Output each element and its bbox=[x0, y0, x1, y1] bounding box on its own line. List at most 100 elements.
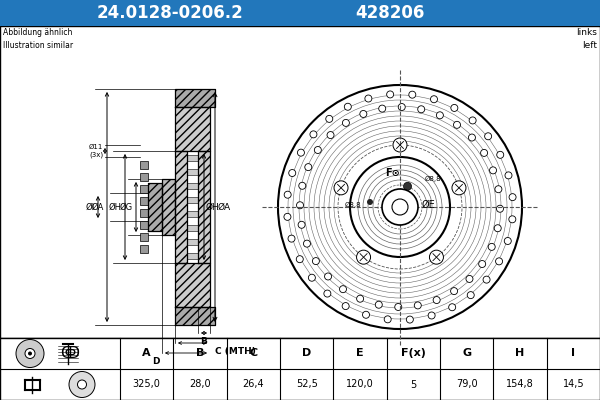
Bar bbox=[175, 263, 210, 325]
Circle shape bbox=[483, 276, 490, 283]
Text: ØE: ØE bbox=[422, 200, 436, 210]
Circle shape bbox=[452, 181, 466, 195]
Circle shape bbox=[299, 182, 306, 189]
Bar bbox=[0, 26, 600, 338]
Circle shape bbox=[77, 380, 86, 389]
Circle shape bbox=[404, 182, 412, 190]
Text: H: H bbox=[515, 348, 524, 358]
Circle shape bbox=[298, 221, 305, 228]
Bar bbox=[175, 307, 215, 325]
Text: Ø8,8: Ø8,8 bbox=[345, 202, 362, 208]
Text: F⊙: F⊙ bbox=[385, 168, 400, 178]
Bar bbox=[175, 89, 210, 151]
Text: ØG: ØG bbox=[120, 202, 133, 212]
Circle shape bbox=[428, 312, 435, 319]
Circle shape bbox=[384, 316, 391, 323]
Circle shape bbox=[313, 258, 319, 264]
Circle shape bbox=[497, 151, 504, 158]
Text: F(x): F(x) bbox=[401, 348, 426, 358]
Circle shape bbox=[334, 181, 348, 195]
Circle shape bbox=[469, 117, 476, 124]
Circle shape bbox=[505, 172, 512, 179]
Circle shape bbox=[494, 225, 501, 232]
Circle shape bbox=[395, 304, 402, 310]
Circle shape bbox=[314, 146, 322, 154]
Circle shape bbox=[28, 352, 32, 356]
Text: 14,5: 14,5 bbox=[563, 380, 584, 390]
Bar bbox=[140, 233, 148, 241]
Circle shape bbox=[495, 186, 502, 193]
Bar bbox=[198, 151, 210, 263]
Text: E: E bbox=[356, 348, 364, 358]
Text: 428206: 428206 bbox=[355, 4, 425, 22]
Bar bbox=[175, 151, 187, 263]
Bar bbox=[187, 155, 198, 161]
Circle shape bbox=[310, 131, 317, 138]
Text: ØA: ØA bbox=[92, 202, 104, 212]
Bar bbox=[140, 161, 148, 169]
Circle shape bbox=[284, 213, 291, 220]
Circle shape bbox=[304, 240, 310, 247]
Circle shape bbox=[288, 235, 295, 242]
Circle shape bbox=[466, 276, 473, 282]
Bar bbox=[0, 0, 600, 26]
Bar bbox=[187, 169, 198, 175]
Text: 52,5: 52,5 bbox=[296, 380, 317, 390]
Text: D: D bbox=[302, 348, 311, 358]
Circle shape bbox=[436, 112, 443, 119]
Bar bbox=[0, 338, 600, 400]
Circle shape bbox=[298, 149, 304, 156]
Circle shape bbox=[398, 104, 405, 110]
Text: D: D bbox=[152, 357, 160, 366]
Text: 24.0128-0206.2: 24.0128-0206.2 bbox=[97, 4, 244, 22]
Bar bbox=[140, 197, 148, 205]
Text: C: C bbox=[249, 348, 257, 358]
Text: A: A bbox=[142, 348, 151, 358]
Bar bbox=[175, 89, 215, 107]
Text: 26,4: 26,4 bbox=[242, 380, 264, 390]
Circle shape bbox=[305, 164, 312, 171]
Circle shape bbox=[382, 189, 418, 225]
Circle shape bbox=[69, 372, 95, 398]
Circle shape bbox=[25, 348, 35, 358]
Circle shape bbox=[406, 316, 413, 323]
Bar bbox=[140, 221, 148, 229]
Text: 120,0: 120,0 bbox=[346, 380, 374, 390]
Text: Ø8,8: Ø8,8 bbox=[425, 176, 442, 182]
Circle shape bbox=[356, 250, 371, 264]
Circle shape bbox=[365, 95, 372, 102]
Text: ↂ: ↂ bbox=[61, 346, 79, 361]
Circle shape bbox=[496, 258, 503, 265]
Text: ØH: ØH bbox=[109, 202, 122, 212]
Circle shape bbox=[343, 119, 349, 126]
Circle shape bbox=[327, 132, 334, 138]
Circle shape bbox=[490, 167, 497, 174]
Circle shape bbox=[454, 121, 460, 128]
Circle shape bbox=[360, 110, 367, 118]
Circle shape bbox=[451, 104, 458, 112]
Text: ØA: ØA bbox=[218, 202, 231, 212]
Circle shape bbox=[509, 216, 516, 223]
Text: G: G bbox=[462, 348, 471, 358]
Text: Ø11
(3x): Ø11 (3x) bbox=[89, 144, 103, 158]
Circle shape bbox=[393, 138, 407, 152]
Text: links
left: links left bbox=[576, 28, 597, 50]
Bar bbox=[140, 173, 148, 181]
Text: 79,0: 79,0 bbox=[456, 380, 478, 390]
Circle shape bbox=[414, 302, 421, 309]
Circle shape bbox=[485, 133, 491, 140]
Circle shape bbox=[509, 194, 516, 201]
Text: ØH: ØH bbox=[206, 202, 220, 212]
Text: C (MTH): C (MTH) bbox=[215, 347, 256, 356]
Bar bbox=[140, 209, 148, 217]
Circle shape bbox=[418, 106, 425, 113]
Bar bbox=[187, 197, 198, 203]
Text: 325,0: 325,0 bbox=[133, 380, 161, 390]
Circle shape bbox=[325, 273, 332, 280]
Circle shape bbox=[367, 199, 373, 205]
Circle shape bbox=[16, 340, 44, 368]
Circle shape bbox=[379, 105, 386, 112]
Circle shape bbox=[342, 302, 349, 310]
Circle shape bbox=[344, 103, 352, 110]
Circle shape bbox=[409, 91, 416, 98]
